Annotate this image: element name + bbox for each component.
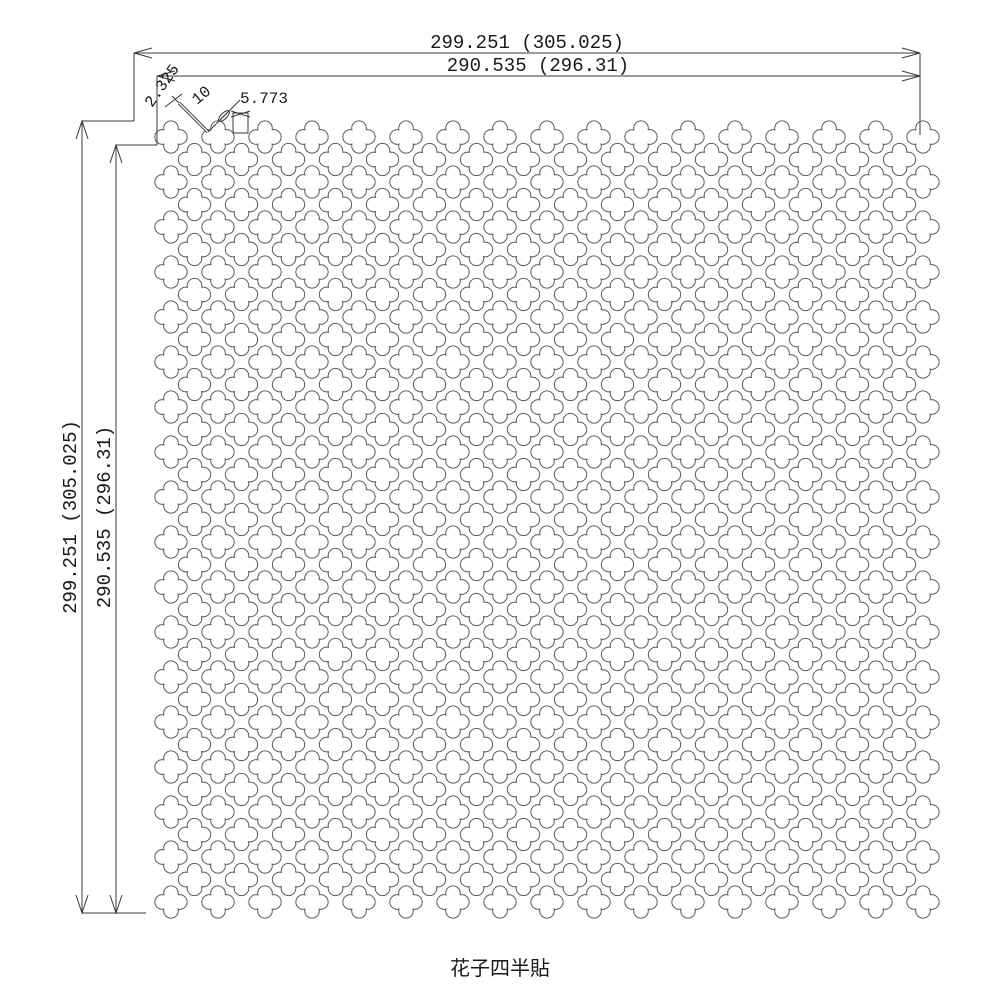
svg-text:299.251 (305.025): 299.251 (305.025) (60, 420, 82, 614)
svg-text:299.251 (305.025): 299.251 (305.025) (430, 32, 624, 54)
svg-text:花子四半貼: 花子四半貼 (450, 957, 550, 980)
svg-text:290.535 (296.31): 290.535 (296.31) (94, 426, 116, 608)
svg-text:5.773: 5.773 (240, 90, 288, 108)
svg-text:290.535 (296.31): 290.535 (296.31) (447, 55, 629, 77)
